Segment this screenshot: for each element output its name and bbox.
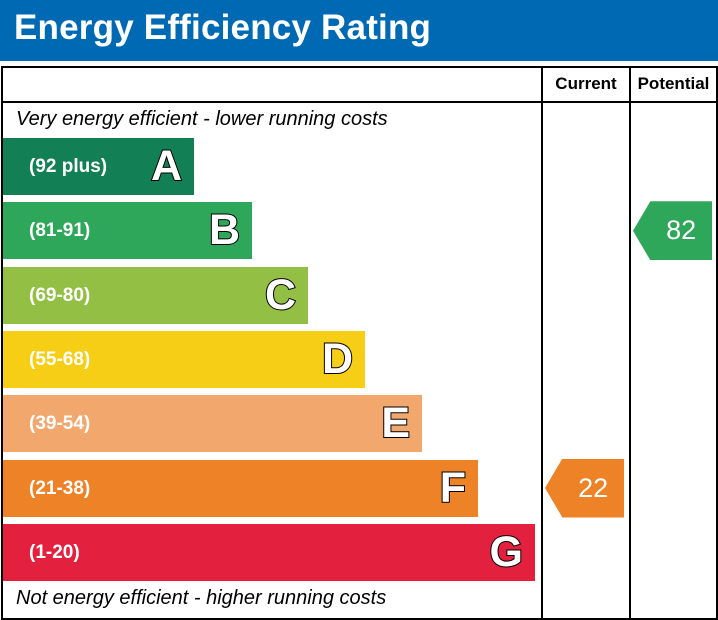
band-letter: D [321,334,354,384]
current-column-header: Current [555,74,617,93]
potential-rating-arrow: 82 [633,201,712,261]
band-range-label: (81-91) [29,220,91,242]
rating-band-g: (1-20) G [3,523,535,581]
band-range-label: (69-80) [29,284,91,306]
current-column-divider [541,66,543,619]
header-bar: Energy Efficiency Rating [0,0,718,61]
potential-rating-value: 82 [666,215,697,246]
band-letter: B [208,205,241,255]
band-letter: F [439,463,467,513]
current-rating-value: 22 [578,472,609,503]
band-range-label: (1-20) [29,541,80,563]
rating-band-f: (21-38) F [3,459,478,517]
current-rating-arrow: 22 [545,458,624,518]
band-letter: C [264,270,297,320]
rating-band-e: (39-54) E [3,395,422,453]
band-range-label: (39-54) [29,413,91,435]
rating-band-b: (81-91) B [3,202,252,260]
top-note: Very energy efficient - lower running co… [16,108,388,130]
rating-band-c: (69-80) C [3,266,308,324]
band-range-label: (92 plus) [29,156,108,177]
rating-band-a: (92 plus) A [3,138,194,195]
rating-band-d: (55-68) D [3,330,365,388]
band-range-label: (21-38) [29,477,91,499]
potential-column-header: Potential [637,74,710,93]
band-range-label: (55-68) [29,348,91,370]
bottom-note: Not energy efficient - higher running co… [16,587,387,609]
band-letter: E [380,398,411,448]
band-letter: A [150,141,183,191]
page-title: Energy Efficiency Rating [14,8,432,47]
potential-column-divider [629,66,631,619]
header-row-divider [1,101,718,103]
band-letter: G [489,527,524,577]
